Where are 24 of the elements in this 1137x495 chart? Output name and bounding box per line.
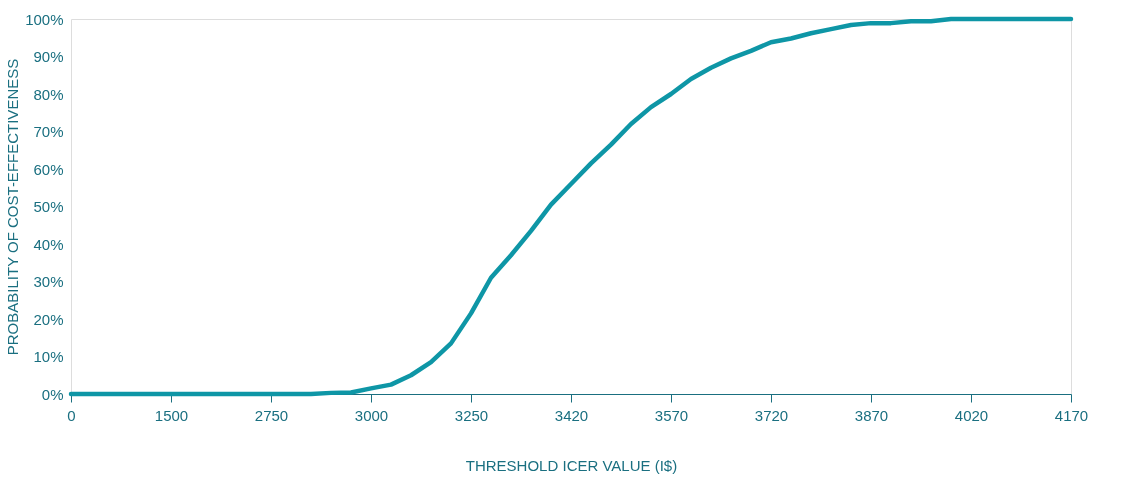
x-tick-label: 3870 <box>854 406 889 424</box>
y-tick-label: 100% <box>25 10 64 28</box>
y-tick-label: 0% <box>41 385 64 403</box>
y-tick-label: 70% <box>33 123 64 140</box>
y-tick-label: 10% <box>33 348 64 365</box>
x-tick-label: 1500 <box>154 406 189 424</box>
x-tick-label: 3720 <box>754 406 789 424</box>
x-tick-label: 0 <box>67 406 76 424</box>
y-tick-label: 50% <box>33 198 64 215</box>
x-tick-label: 4020 <box>954 406 989 424</box>
x-tick-label: 3570 <box>654 406 689 424</box>
y-tick-label: 20% <box>33 310 64 328</box>
x-tick-label: 3000 <box>354 406 389 424</box>
y-tick-label: 60% <box>33 160 64 178</box>
y-axis-title: PROBABILITY OF COST-EFFECTIVENESS <box>4 58 22 356</box>
y-tick-label: 40% <box>33 235 64 253</box>
y-tick-label: 90% <box>33 48 64 65</box>
y-tick-label: 80% <box>33 85 64 103</box>
x-tick-label: 3420 <box>554 406 589 424</box>
y-tick-label: 30% <box>33 273 64 290</box>
x-tick-label: 2750 <box>254 406 289 424</box>
x-tick-label: 3250 <box>454 406 489 424</box>
x-axis-title: THRESHOLD ICER VALUE (I$) <box>465 456 678 474</box>
x-tick-label: 4170 <box>1054 406 1089 424</box>
